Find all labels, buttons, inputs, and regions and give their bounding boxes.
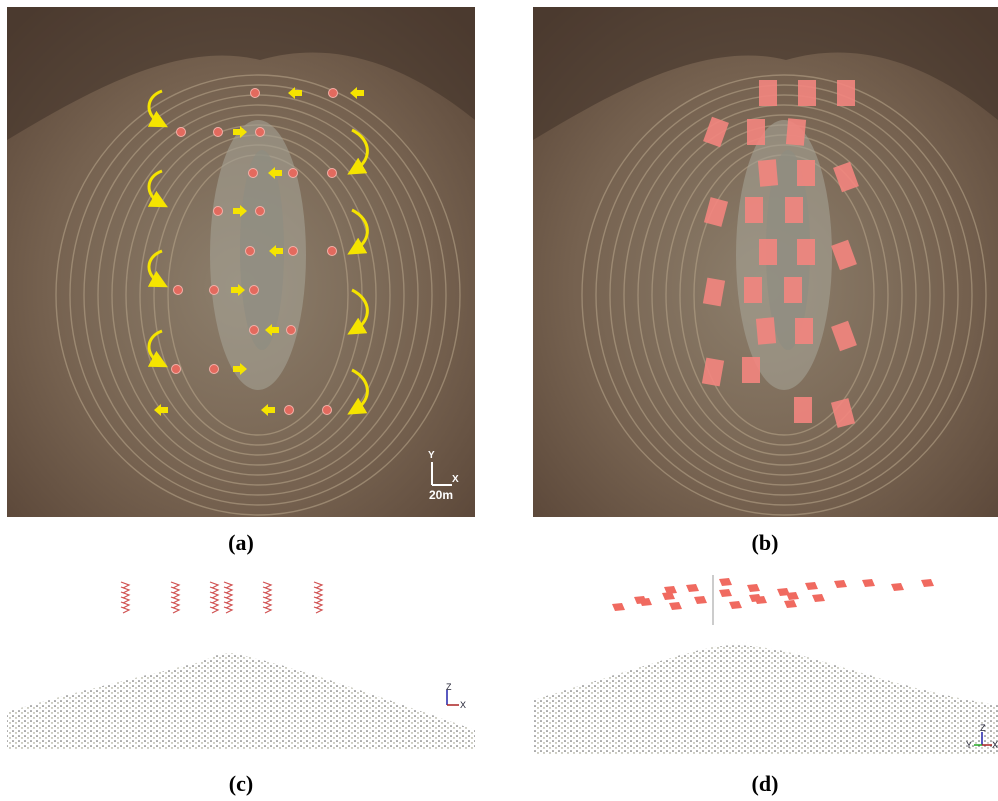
point-cloud [533,645,998,755]
point-cloud [7,653,475,750]
panel-c [7,582,475,750]
panel-b [533,7,998,517]
camera-pose [719,589,732,597]
waypoint [177,128,186,137]
camera-pose [612,603,625,611]
camera-pose [786,592,799,600]
axis-label: X [460,700,466,710]
camera-pose [729,601,742,609]
waypoint [172,365,181,374]
camera-frame [756,317,776,344]
camera-pose [784,600,797,608]
camera-pose [834,580,847,588]
camera-frame [744,277,762,303]
axis-label: X [992,740,998,750]
camera-frame [797,160,815,186]
waypoint [174,286,183,295]
camera-pose [921,579,934,587]
waypoint [287,326,296,335]
camera-frame [794,397,812,423]
camera-frame [747,119,765,145]
camera-frame [786,118,806,145]
panel-caption: (c) [229,771,253,796]
scale-length: 20m [429,488,453,502]
camera-frame [797,239,815,265]
waypoint [214,207,223,216]
camera-frame [759,80,777,106]
waypoint [246,247,255,256]
waypoint [249,169,258,178]
waypoint [214,128,223,137]
camera-pose [634,596,647,604]
camera-frame [784,277,802,303]
camera-frame [745,197,763,223]
waypoint [328,247,337,256]
camera-frame [758,159,778,186]
camera-pose [263,607,271,613]
camera-pose [171,607,179,613]
waypoint [250,326,259,335]
camera-frame [795,318,813,344]
camera-pose [749,594,762,602]
waypoint [285,406,294,415]
axis-label: X [452,474,459,485]
camera-pose [805,582,818,590]
camera-pose [669,602,682,610]
waypoint [210,286,219,295]
waypoint [210,365,219,374]
camera-frame [759,239,777,265]
camera-frame [785,197,803,223]
waypoint [256,207,265,216]
camera-pose [891,583,904,591]
axis-label: Y [966,740,972,750]
axis-label: Y [428,450,435,461]
panel-caption: (d) [752,771,779,796]
camera-pose [686,584,699,592]
camera-frame [742,357,760,383]
waypoint [289,169,298,178]
axis-label: Z [446,682,452,692]
waypoint [323,406,332,415]
axis-label: Z [980,723,986,733]
camera-frame [837,80,855,106]
camera-pose [719,578,732,586]
waypoint [256,128,265,137]
camera-pose [314,607,322,613]
camera-pose [862,579,875,587]
panel-d [533,575,998,755]
figure: Z X Y Z X (a) (b) (c) (d) Y X 20m [0,0,998,801]
waypoint [329,89,338,98]
camera-pose [210,607,218,613]
panel-caption: (b) [752,530,779,555]
camera-frame [798,80,816,106]
camera-pose [224,607,232,613]
panel-caption: (a) [228,530,254,555]
waypoint [328,169,337,178]
axes-icon: Z X [446,682,466,710]
panel-a [7,7,475,517]
camera-pose [812,594,825,602]
waypoint [251,89,260,98]
waypoint [289,247,298,256]
camera-pose [121,607,129,613]
camera-pose [747,584,760,592]
camera-pose [694,596,707,604]
waypoint [250,286,259,295]
